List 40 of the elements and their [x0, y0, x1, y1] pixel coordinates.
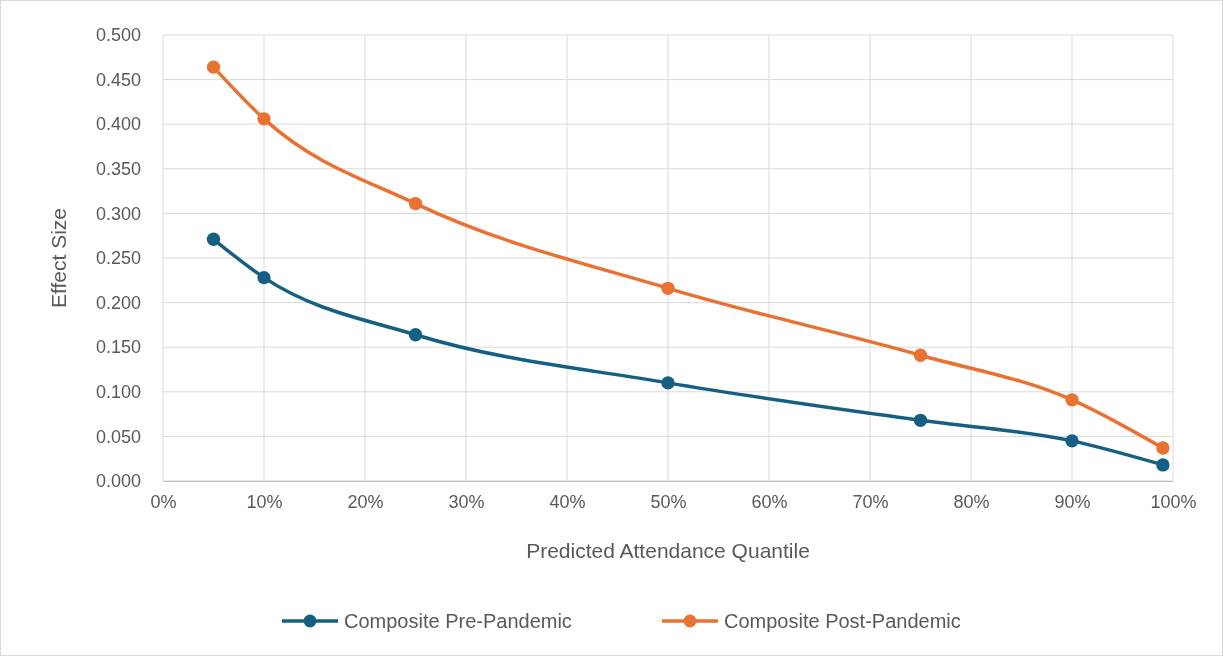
x-tick-label: 100% [1150, 491, 1197, 512]
point [661, 281, 675, 295]
point [206, 60, 221, 74]
x-axis-title: Predicted Attendance Quantile [526, 539, 810, 562]
x-tick-label: 50% [650, 491, 687, 512]
legend-label: Composite Pre-Pandemic [344, 610, 572, 632]
x-tick-label: 10% [246, 491, 283, 512]
y-tick-label: 0.450 [95, 69, 141, 90]
y-axis-title: Effect Size [47, 208, 70, 308]
point [1156, 458, 1170, 472]
x-tick-label: 0% [150, 491, 177, 512]
legend-label: Composite Post-Pandemic [724, 610, 961, 632]
point [1156, 441, 1170, 455]
y-tick-label: 0.000 [95, 471, 141, 492]
x-tick-label: 30% [448, 491, 485, 512]
y-tick-label: 0.100 [95, 382, 141, 403]
x-tick-label: 90% [1054, 491, 1091, 512]
y-tick-label: 0.300 [95, 203, 141, 224]
point [1065, 434, 1079, 448]
point [661, 376, 675, 390]
y-tick-label: 0.050 [95, 426, 141, 447]
x-tick-label: 80% [953, 491, 990, 512]
y-tick-label: 0.150 [95, 337, 141, 358]
y-tick-label: 0.200 [95, 292, 141, 313]
point [913, 348, 928, 362]
point [257, 112, 271, 126]
point [913, 413, 928, 428]
point [408, 196, 423, 211]
y-tick-label: 0.250 [95, 248, 141, 269]
point [257, 270, 271, 285]
point [1065, 393, 1079, 407]
point [206, 232, 221, 246]
y-tick-label: 0.400 [95, 114, 141, 135]
y-tick-label: 0.350 [95, 159, 141, 180]
y-tick-label: 0.500 [95, 25, 141, 46]
x-tick-label: 40% [549, 491, 586, 512]
x-tick-label: 60% [751, 491, 788, 512]
x-tick-label: 70% [852, 491, 889, 512]
point [408, 328, 423, 342]
x-tick-label: 20% [347, 491, 384, 512]
